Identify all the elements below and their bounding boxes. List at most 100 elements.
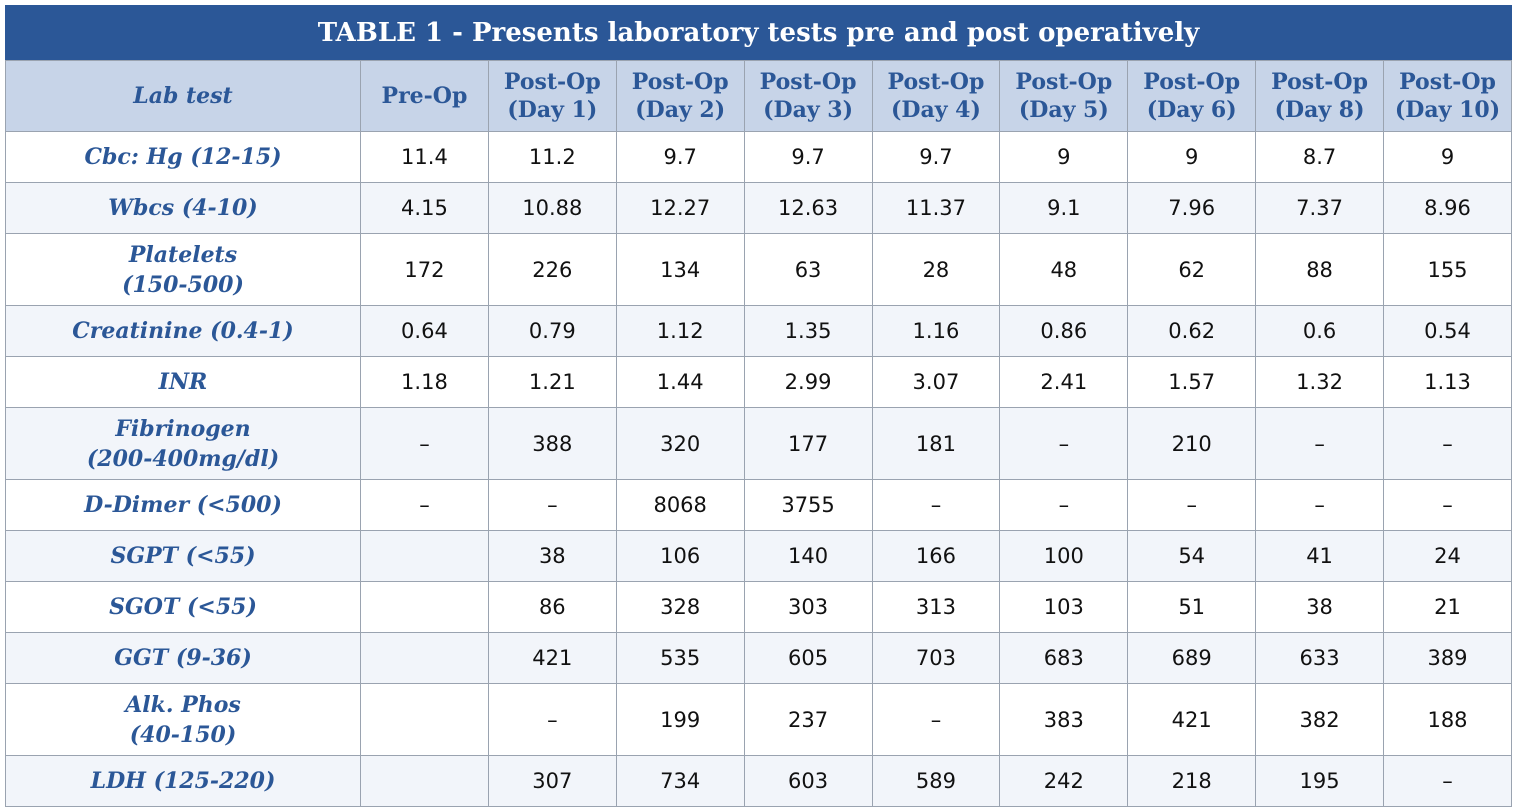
value-cell: 226 bbox=[487, 233, 617, 306]
value-cell: 389 bbox=[1383, 632, 1512, 684]
value-cell: 605 bbox=[743, 632, 873, 684]
header-cell: Post-Op (Day 1) bbox=[487, 60, 617, 132]
header-cell: Post-Op (Day 4) bbox=[871, 60, 1001, 132]
row-label: Wbcs (4-10) bbox=[5, 182, 361, 234]
value-cell: 188 bbox=[1383, 683, 1512, 756]
value-cell: 328 bbox=[615, 581, 745, 633]
value-cell: – bbox=[487, 683, 617, 756]
value-cell: 683 bbox=[999, 632, 1129, 684]
value-cell: 9 bbox=[999, 131, 1129, 183]
value-cell: 2.41 bbox=[999, 356, 1129, 408]
value-cell: 210 bbox=[1127, 407, 1257, 480]
value-cell: 54 bbox=[1127, 530, 1257, 582]
value-cell: 8.96 bbox=[1383, 182, 1512, 234]
row-label: Creatinine (0.4-1) bbox=[5, 305, 361, 357]
value-cell: 9.7 bbox=[615, 131, 745, 183]
value-cell: 703 bbox=[871, 632, 1001, 684]
value-cell bbox=[360, 581, 489, 633]
row-label: Platelets (150-500) bbox=[5, 233, 361, 306]
value-cell: – bbox=[1383, 479, 1512, 531]
value-cell: 100 bbox=[999, 530, 1129, 582]
value-cell: 237 bbox=[743, 683, 873, 756]
row-label: LDH (125-220) bbox=[5, 755, 361, 807]
value-cell: 11.4 bbox=[360, 131, 489, 183]
header-cell: Pre-Op bbox=[360, 60, 489, 132]
value-cell: – bbox=[1255, 479, 1384, 531]
value-cell: 2.99 bbox=[743, 356, 873, 408]
value-cell: 1.32 bbox=[1255, 356, 1384, 408]
row-label: GGT (9-36) bbox=[5, 632, 361, 684]
value-cell: 62 bbox=[1127, 233, 1257, 306]
data-row: Wbcs (4-10) 4.15 10.88 12.27 12.63 11.37 9.1 7.… bbox=[5, 182, 1512, 234]
value-cell: 383 bbox=[999, 683, 1129, 756]
value-cell: – bbox=[1127, 479, 1257, 531]
lab-table: Lab test Pre-Op Post-Op (Day 1) Post-Op (Da… bbox=[5, 60, 1512, 807]
table-panel: TABLE 1 - Presents laboratory tests pre … bbox=[5, 5, 1512, 807]
value-cell: – bbox=[360, 407, 489, 480]
header-cell: Post-Op (Day 8) bbox=[1255, 60, 1384, 132]
data-row: Creatinine (0.4-1) 0.64 0.79 1.12 1.35 1.16 0.… bbox=[5, 305, 1512, 357]
value-cell: 535 bbox=[615, 632, 745, 684]
value-cell: 1.16 bbox=[871, 305, 1001, 357]
value-cell: 1.13 bbox=[1383, 356, 1512, 408]
value-cell bbox=[360, 683, 489, 756]
value-cell: 0.79 bbox=[487, 305, 617, 357]
data-row: Cbc: Hg (12-15) 11.4 11.2 9.7 9.7 9.7 9 9 8.7 9 bbox=[5, 131, 1512, 183]
value-cell: – bbox=[1383, 407, 1512, 480]
value-cell: 199 bbox=[615, 683, 745, 756]
value-cell: – bbox=[999, 407, 1129, 480]
row-label: SGOT (<55) bbox=[5, 581, 361, 633]
data-row: Platelets (150-500) 172 226 134 63 28 48 62 88 15… bbox=[5, 233, 1512, 306]
value-cell: 1.12 bbox=[615, 305, 745, 357]
value-cell: 12.27 bbox=[615, 182, 745, 234]
value-cell: – bbox=[871, 479, 1001, 531]
value-cell: 734 bbox=[615, 755, 745, 807]
value-cell: 10.88 bbox=[487, 182, 617, 234]
value-cell: 9 bbox=[1127, 131, 1257, 183]
row-label: D-Dimer (<500) bbox=[5, 479, 361, 531]
data-row: D-Dimer (<500) – –8068 3755– – – – – bbox=[5, 479, 1512, 531]
value-cell: 633 bbox=[1255, 632, 1384, 684]
value-cell: – bbox=[1383, 755, 1512, 807]
data-row: SGOT (<55) 86 328 303 313 103 51 38 21 bbox=[5, 581, 1512, 633]
row-label: Fibrinogen (200-400mg/dl) bbox=[5, 407, 361, 480]
value-cell: 303 bbox=[743, 581, 873, 633]
value-cell: 24 bbox=[1383, 530, 1512, 582]
header-cell: Post-Op (Day 2) bbox=[615, 60, 745, 132]
value-cell: – bbox=[360, 479, 489, 531]
value-cell: 21 bbox=[1383, 581, 1512, 633]
data-row: SGPT (<55) 38 106 140 166 100 54 41 24 bbox=[5, 530, 1512, 582]
value-cell: 7.37 bbox=[1255, 182, 1384, 234]
value-cell: 166 bbox=[871, 530, 1001, 582]
value-cell: 1.44 bbox=[615, 356, 745, 408]
value-cell: 4.15 bbox=[360, 182, 489, 234]
value-cell: 38 bbox=[1255, 581, 1384, 633]
value-cell: 103 bbox=[999, 581, 1129, 633]
value-cell: 1.57 bbox=[1127, 356, 1257, 408]
value-cell: – bbox=[999, 479, 1129, 531]
row-label: Alk. Phos (40-150) bbox=[5, 683, 361, 756]
value-cell: 421 bbox=[487, 632, 617, 684]
value-cell bbox=[360, 755, 489, 807]
value-cell: 140 bbox=[743, 530, 873, 582]
value-cell: 382 bbox=[1255, 683, 1384, 756]
value-cell: 218 bbox=[1127, 755, 1257, 807]
value-cell: 0.64 bbox=[360, 305, 489, 357]
value-cell: 313 bbox=[871, 581, 1001, 633]
value-cell: 242 bbox=[999, 755, 1129, 807]
value-cell: 9 bbox=[1383, 131, 1512, 183]
header-cell: Post-Op (Day 5) bbox=[999, 60, 1129, 132]
row-label: SGPT (<55) bbox=[5, 530, 361, 582]
value-cell: 11.2 bbox=[487, 131, 617, 183]
row-label: INR bbox=[5, 356, 361, 408]
value-cell: – bbox=[487, 479, 617, 531]
value-cell: 1.21 bbox=[487, 356, 617, 408]
value-cell: 9.1 bbox=[999, 182, 1129, 234]
value-cell: 106 bbox=[615, 530, 745, 582]
value-cell: 1.35 bbox=[743, 305, 873, 357]
row-label: Cbc: Hg (12-15) bbox=[5, 131, 361, 183]
value-cell: 195 bbox=[1255, 755, 1384, 807]
value-cell: 8.7 bbox=[1255, 131, 1384, 183]
value-cell: 0.86 bbox=[999, 305, 1129, 357]
value-cell: 9.7 bbox=[743, 131, 873, 183]
